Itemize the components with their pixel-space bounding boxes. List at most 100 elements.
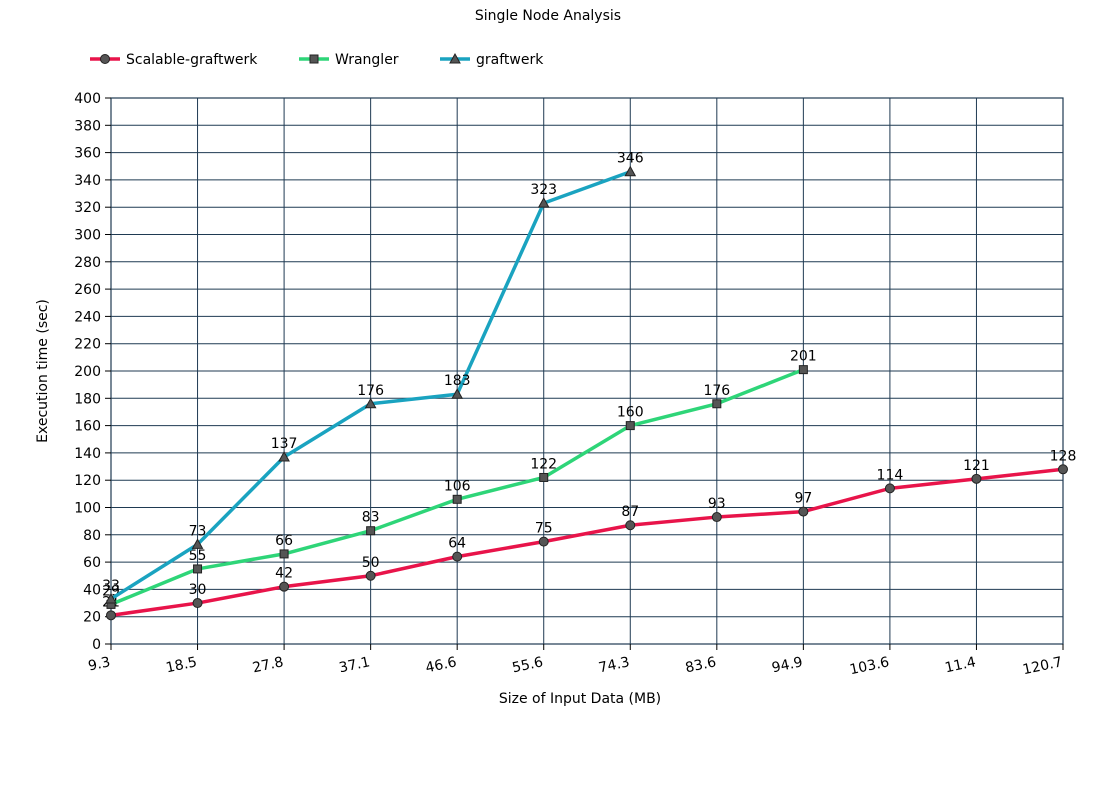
legend-item-1: Wrangler [299, 52, 399, 68]
y-tick-label: 0 [92, 637, 101, 653]
series-layer: 2130425064758793971141211282955668310612… [102, 151, 1077, 621]
data-point-series-2 [105, 592, 117, 604]
y-tick-label: 80 [83, 528, 101, 544]
data-point-series-1 [279, 549, 289, 559]
y-tick-label: 140 [74, 446, 101, 462]
data-label: 346 [617, 151, 644, 167]
y-tick-label: 320 [74, 200, 101, 216]
series-0: 213042506475879397114121128 [102, 448, 1077, 621]
data-point-series-2 [451, 388, 464, 399]
data-point-series-0 [625, 520, 636, 531]
x-tick-label: 9.3 [87, 654, 112, 674]
data-label: 176 [703, 383, 730, 399]
y-tick-label: 20 [83, 610, 101, 626]
data-label: 73 [189, 523, 207, 539]
data-label: 66 [275, 533, 293, 549]
grid [110, 97, 1064, 645]
data-point-series-0 [538, 536, 549, 547]
legend: Scalable-graftwerk Wrangler graftwerk [90, 52, 544, 68]
data-label: 121 [963, 458, 990, 474]
data-label: 160 [617, 405, 644, 421]
data-point-series-0 [1058, 464, 1068, 475]
data-label: 137 [271, 436, 298, 452]
data-label: 55 [189, 548, 207, 564]
x-tick-label: 11.4 [943, 654, 977, 676]
y-tick-label: 260 [74, 282, 101, 298]
y-tick-label: 220 [74, 337, 101, 353]
y-tick-label: 340 [74, 173, 101, 189]
data-point-series-0 [971, 473, 982, 484]
data-point-series-1 [366, 526, 376, 536]
data-point-series-1 [309, 54, 319, 64]
legend-item-2: graftwerk [440, 52, 544, 68]
data-point-series-0 [192, 598, 203, 609]
data-point-series-2 [191, 538, 204, 549]
data-label: 30 [189, 582, 207, 598]
y-tick-label: 240 [74, 309, 101, 325]
y-tick-label: 40 [83, 582, 101, 598]
data-point-series-2 [278, 450, 290, 462]
x-tick-label: 120.7 [1021, 654, 1064, 678]
data-label: 128 [1050, 448, 1077, 464]
x-tick-label: 37.1 [338, 654, 372, 676]
legend-label: graftwerk [476, 52, 544, 68]
data-label: 106 [444, 478, 471, 494]
data-point-series-0 [365, 570, 376, 581]
x-axis: 9.3 18.5 27.8 37.1 46.6 55.6 74.3 83.6 94.9 103.6… [87, 644, 1064, 678]
data-label: 75 [535, 521, 553, 537]
data-point-series-1 [193, 564, 203, 574]
x-axis-label: Size of Input Data (MB) [499, 691, 661, 707]
chart-title: Single Node Analysis [475, 8, 621, 24]
data-label: 87 [621, 504, 639, 520]
y-axis-label: Execution time (sec) [35, 299, 51, 443]
x-tick-label: 18.5 [165, 654, 199, 676]
y-axis: 0 20 40 60 80 100 120 140 160 180 200 220 240 260 280 3… [74, 91, 111, 653]
y-tick-label: 180 [74, 391, 101, 407]
data-label: 97 [794, 491, 812, 507]
data-point-series-2 [449, 52, 461, 64]
x-tick-label: 55.6 [511, 654, 545, 676]
data-point-series-1 [625, 421, 635, 431]
data-point-series-1 [452, 494, 462, 504]
data-label: 42 [275, 566, 293, 582]
x-tick-label: 103.6 [848, 654, 891, 678]
y-tick-label: 160 [74, 419, 101, 435]
data-point-series-0 [279, 581, 290, 592]
data-label: 201 [790, 349, 817, 365]
data-point-series-1 [712, 399, 722, 409]
data-point-series-2 [624, 165, 637, 177]
data-label: 176 [357, 383, 384, 399]
x-tick-label: 74.3 [597, 654, 631, 676]
data-label: 50 [362, 555, 380, 571]
series-2: 33 73 137 176 183 323 346 [102, 151, 644, 604]
data-point-series-2 [364, 397, 377, 409]
legend-label: Wrangler [335, 52, 399, 68]
x-tick-label: 27.8 [251, 654, 285, 676]
y-tick-label: 300 [74, 228, 101, 244]
y-tick-label: 360 [74, 146, 101, 162]
data-point-series-2 [537, 197, 550, 208]
data-point-series-1 [798, 365, 808, 375]
data-label: 93 [708, 496, 726, 512]
y-tick-label: 120 [74, 473, 101, 489]
x-tick-label: 83.6 [684, 654, 718, 676]
legend-item-0: Scalable-graftwerk [90, 52, 258, 68]
x-tick-label: 94.9 [770, 654, 804, 676]
series-line-0 [110, 467, 1064, 618]
y-tick-label: 100 [74, 501, 101, 517]
y-tick-label: 380 [74, 118, 101, 134]
data-label: 64 [448, 536, 466, 552]
y-tick-label: 200 [74, 364, 101, 380]
data-label: 122 [530, 456, 557, 472]
data-point-series-0 [106, 610, 116, 621]
data-point-series-0 [452, 551, 463, 562]
data-label: 183 [444, 373, 471, 389]
data-label: 33 [102, 578, 120, 594]
x-tick-label: 46.6 [424, 654, 458, 676]
y-tick-label: 280 [74, 255, 101, 271]
data-label: 114 [877, 467, 904, 483]
data-label: 83 [362, 510, 380, 526]
